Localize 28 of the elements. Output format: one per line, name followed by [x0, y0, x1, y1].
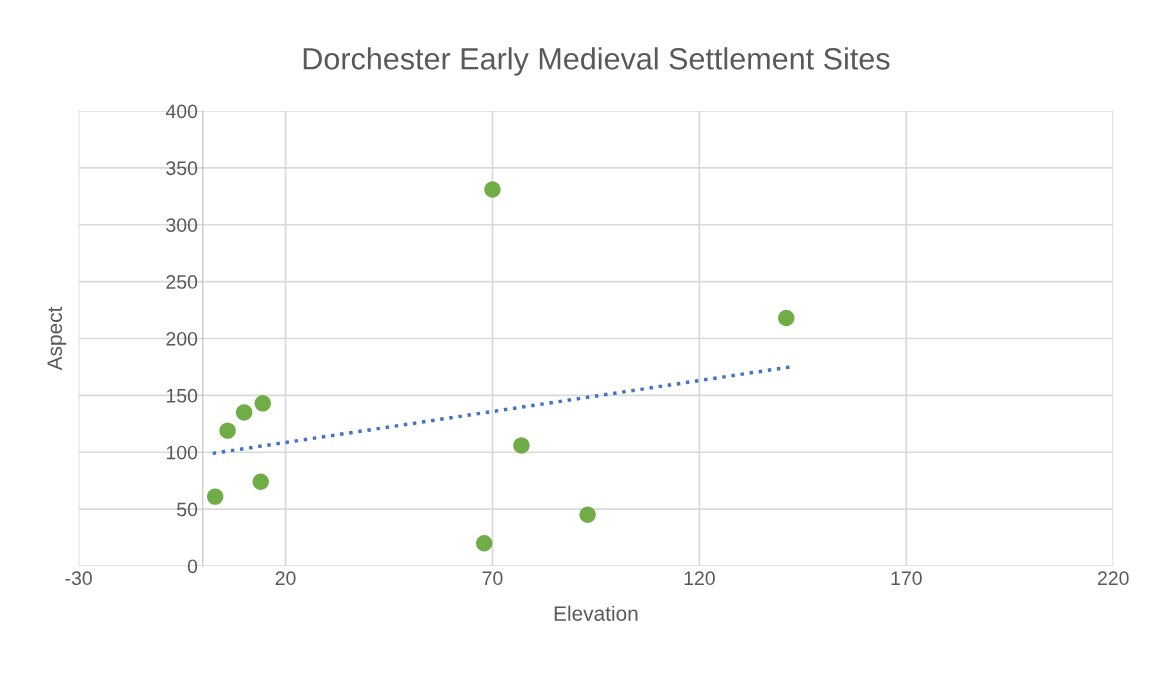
point	[579, 506, 596, 524]
point	[252, 473, 269, 491]
point	[219, 422, 236, 439]
point	[235, 404, 253, 421]
y-tick-label: 50	[177, 502, 198, 517]
x-tick-label: 220	[1097, 571, 1129, 586]
x-tick-label: -30	[65, 571, 92, 586]
chart-title: Dorchester Early Medieval Settlement Sites	[303, 47, 890, 76]
y-axis-title: Aspect	[47, 306, 67, 371]
y-tick-label: 0	[187, 559, 198, 574]
y-tick-label: 150	[166, 388, 198, 403]
point	[484, 181, 501, 198]
y-tick-label: 350	[166, 161, 198, 176]
point	[778, 309, 795, 327]
x-tick-label: 20	[275, 571, 296, 586]
y-tick-label: 400	[165, 104, 198, 119]
y-tick-label: 200	[166, 331, 198, 346]
x-axis-title: Elevation	[554, 605, 638, 621]
x-tick-label: 70	[482, 571, 503, 586]
x-tick-label: 170	[891, 571, 922, 586]
y-tick-label: 100	[166, 445, 198, 460]
point	[513, 437, 530, 454]
x-tick-label: 120	[684, 571, 715, 586]
point	[475, 535, 493, 552]
y-tick-label: 250	[166, 275, 198, 289]
y-tick-label: 300	[166, 218, 198, 232]
point	[254, 395, 271, 412]
point	[206, 488, 224, 505]
